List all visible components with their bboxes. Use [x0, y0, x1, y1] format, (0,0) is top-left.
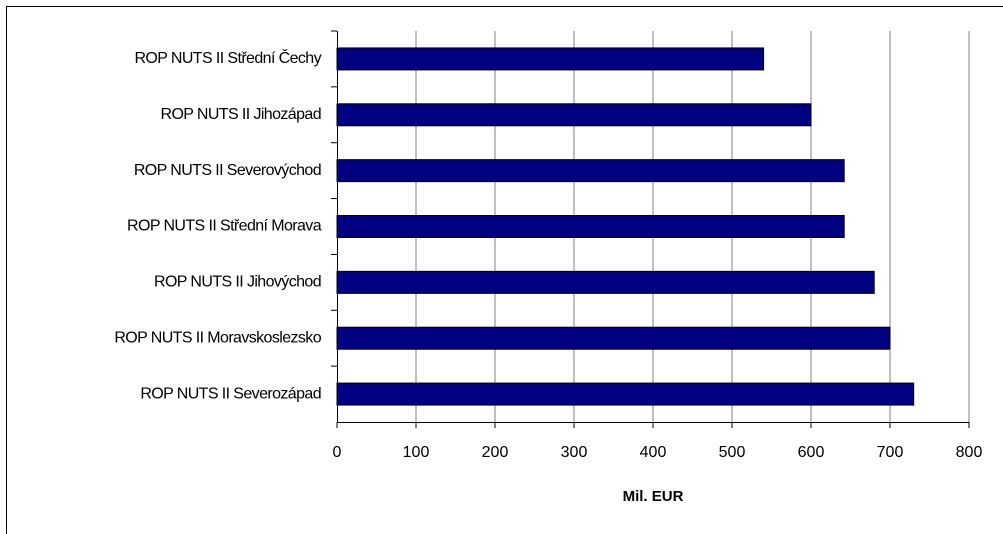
x-tick-label: 800: [956, 444, 983, 461]
y-tick-label: ROP NUTS II Severozápad: [140, 385, 321, 402]
bar: [336, 47, 765, 71]
x-tick-label: 300: [561, 444, 588, 461]
y-tick-label: ROP NUTS II Moravskoslezsko: [114, 329, 321, 346]
bar: [336, 103, 812, 127]
bar: [336, 270, 875, 294]
y-tick-label: ROP NUTS II Jihozápad: [160, 106, 321, 123]
y-tick-label: ROP NUTS II Severovýchod: [134, 162, 321, 179]
x-tick-label: 100: [403, 444, 430, 461]
x-tick-label: 200: [482, 444, 509, 461]
bar: [336, 215, 845, 238]
bar: [336, 326, 891, 350]
x-axis-title: Mil. EUR: [623, 488, 684, 505]
y-tick-label: ROP NUTS II Střední Morava: [127, 218, 322, 235]
y-tick-label: ROP NUTS II Střední Čechy: [134, 48, 321, 67]
chart-frame: [6, 6, 1003, 534]
bar: [336, 382, 915, 406]
bar: [336, 159, 845, 183]
y-tick-label: ROP NUTS II Jihovýchod: [154, 274, 321, 291]
x-tick-label: 400: [640, 444, 667, 461]
x-tick-label: 600: [798, 444, 825, 461]
x-tick-label: 700: [877, 444, 904, 461]
x-tick-label: 500: [719, 444, 746, 461]
x-tick-label: 0: [333, 444, 342, 461]
